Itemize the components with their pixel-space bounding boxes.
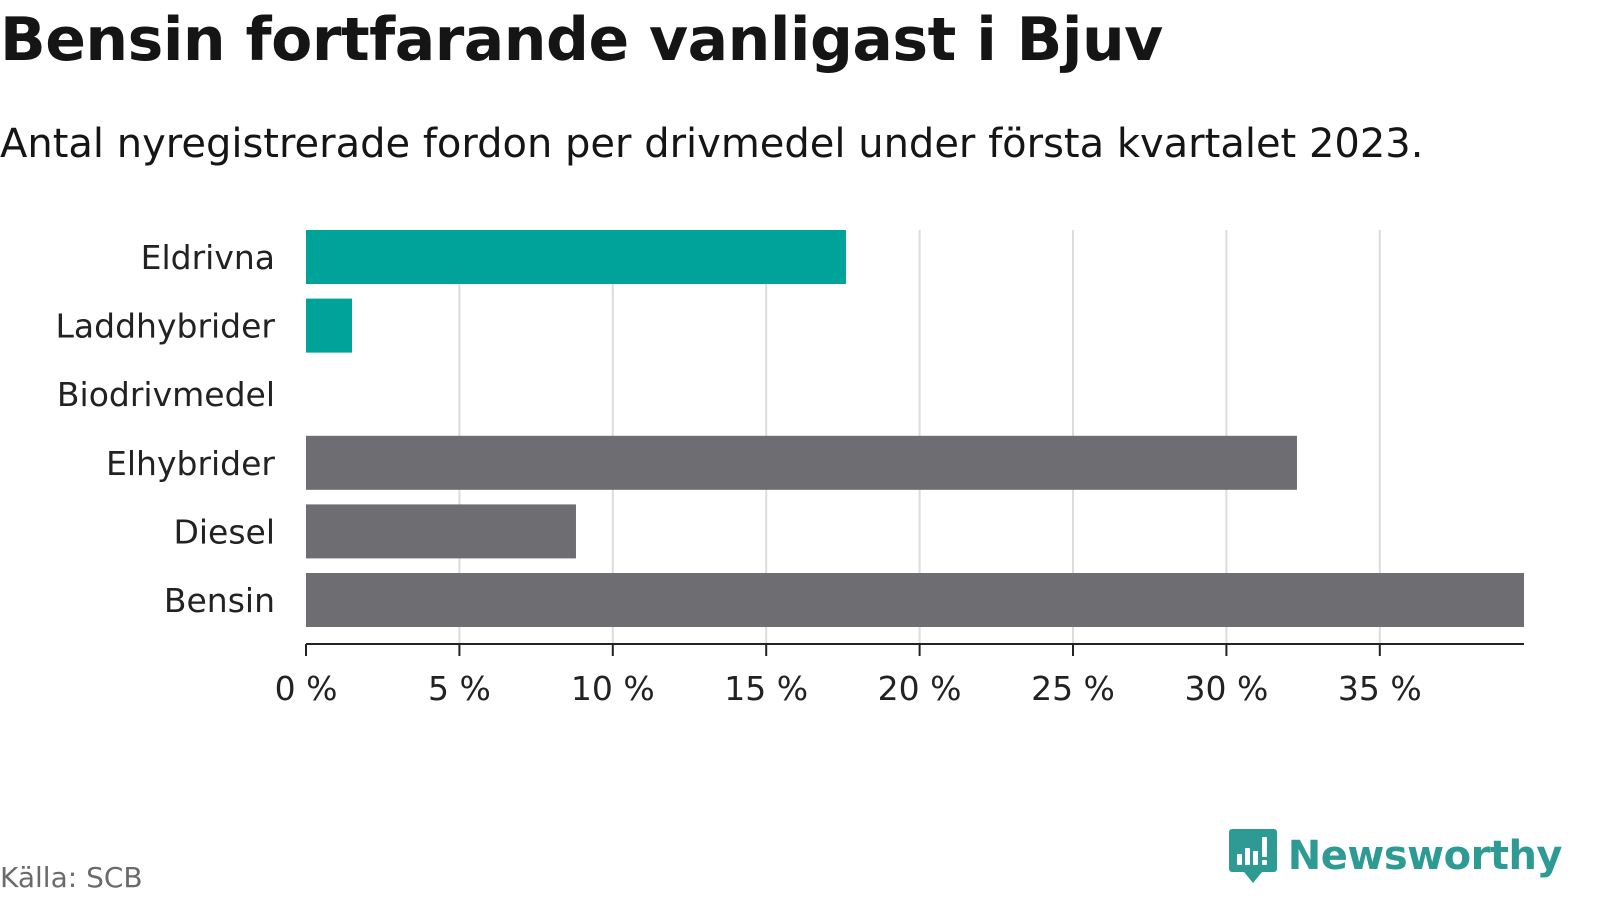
chart-title: Bensin fortfarande vanligast i Bjuv <box>0 5 1163 75</box>
category-label: Diesel <box>173 512 275 551</box>
x-tick-label: 15 % <box>724 669 808 708</box>
category-label: Biodrivmedel <box>57 375 275 414</box>
category-label: Laddhybrider <box>56 307 276 346</box>
category-label: Bensin <box>164 581 275 620</box>
chart-subtitle: Antal nyregistrerade fordon per drivmede… <box>0 121 1424 167</box>
x-tick-label: 5 % <box>428 669 491 708</box>
brand-name: Newsworthy <box>1287 833 1563 879</box>
bar-laddhybrider <box>306 298 353 353</box>
x-tick-label: 10 % <box>571 669 655 708</box>
x-tick-label: 0 % <box>275 669 338 708</box>
bar-bensin <box>306 573 1524 627</box>
bar-diesel <box>306 504 576 559</box>
x-tick-label: 35 % <box>1338 669 1422 708</box>
x-tick-label: 25 % <box>1031 669 1115 708</box>
bar-chart-speech-bubble-icon <box>1228 829 1277 883</box>
category-label: Elhybrider <box>106 444 275 483</box>
bar-elhybrider <box>306 435 1297 490</box>
source-note: Källa: SCB <box>0 861 143 894</box>
brand-logo: Newsworthy <box>1228 826 1563 886</box>
category-label: Eldrivna <box>141 238 275 277</box>
bar-chart: Eldrivna Laddhybrider Biodrivmedel Elhybrid… <box>56 230 1524 708</box>
bar-eldrivna <box>306 230 846 284</box>
x-tick-label: 20 % <box>878 669 962 708</box>
x-tick-label: 30 % <box>1184 669 1268 708</box>
